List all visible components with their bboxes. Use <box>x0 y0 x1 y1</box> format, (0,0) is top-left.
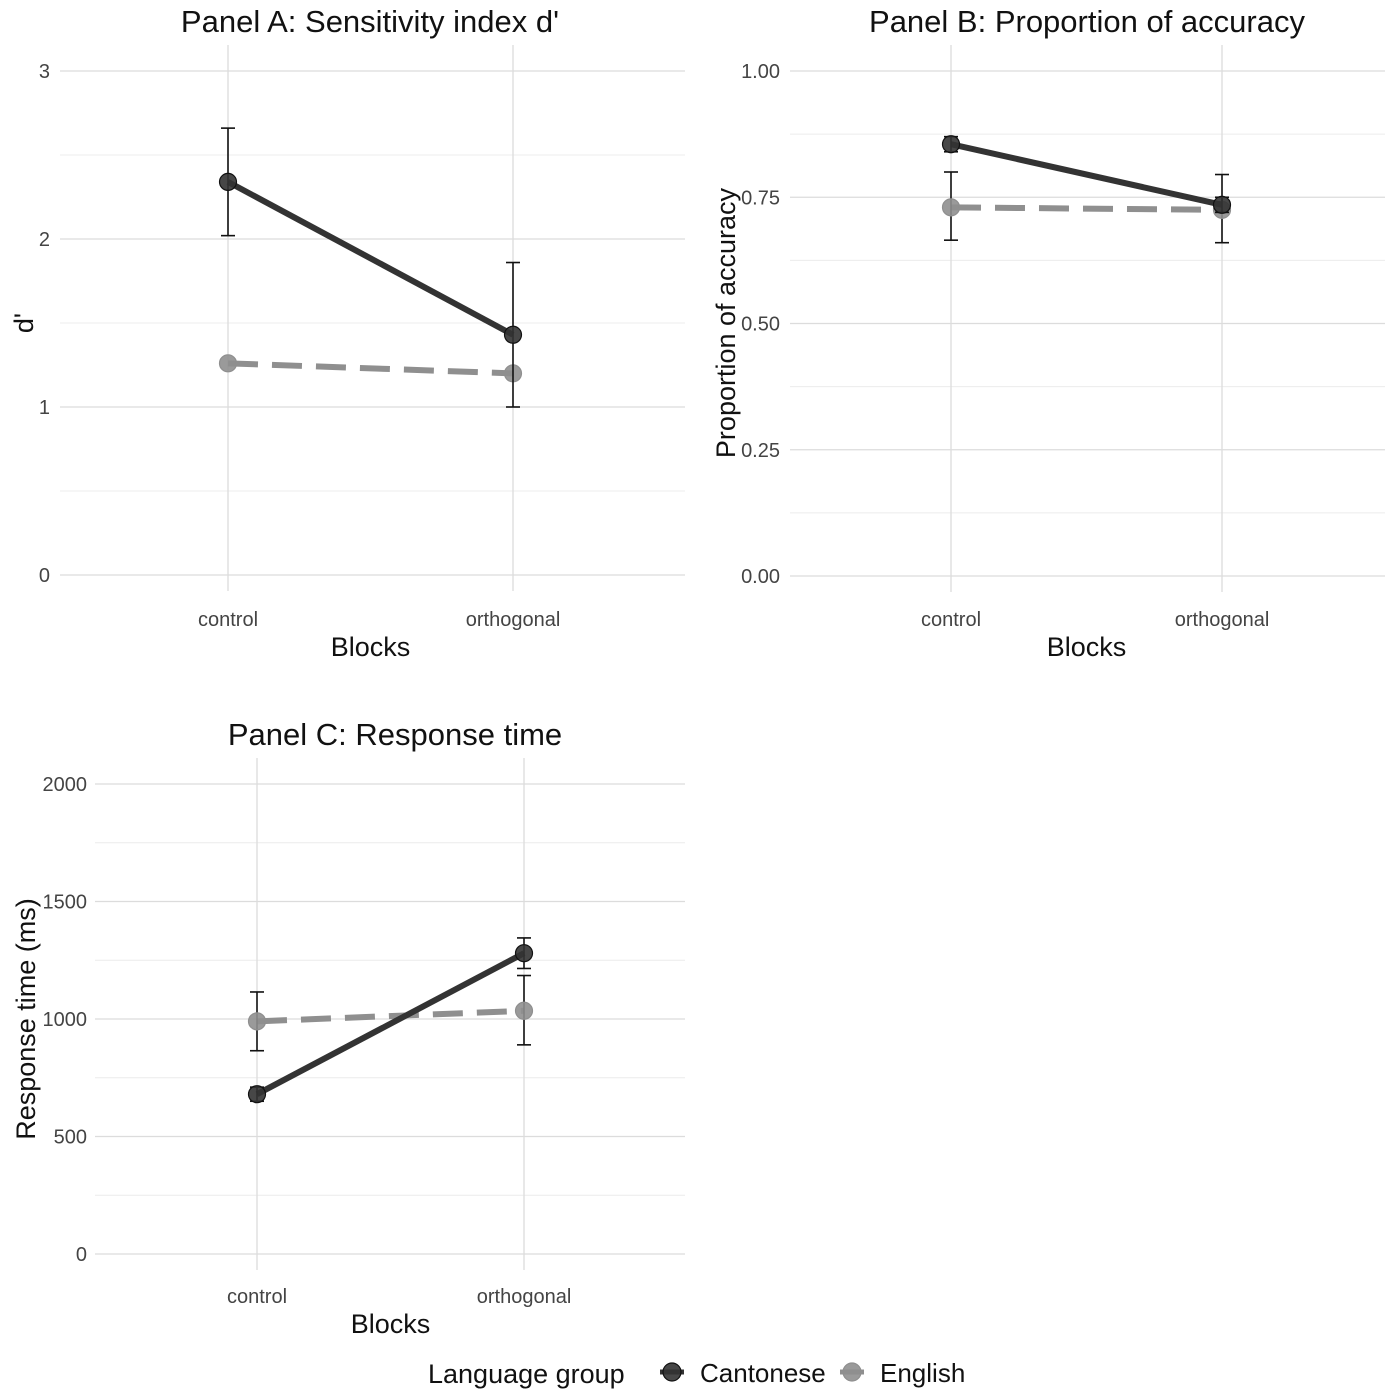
series-line-cantonese <box>255 950 526 1097</box>
data-point-cantonese <box>941 135 961 154</box>
panel-title: Panel A: Sensitivity index d' <box>181 4 559 39</box>
legend: Language group Cantonese English <box>428 1358 965 1389</box>
x-axis-label: Blocks <box>351 1309 431 1339</box>
y-axis-label: Proportion of accuracy <box>711 187 741 458</box>
legend-item-label: Cantonese <box>700 1358 826 1388</box>
series-english <box>247 974 534 1052</box>
series-line-english <box>227 360 514 377</box>
x-axis-label: Blocks <box>1047 632 1127 662</box>
y-tick-label: 0 <box>76 1244 87 1266</box>
y-tick-label: 0.50 <box>741 314 780 336</box>
y-tick-label: 1 <box>39 397 50 419</box>
panel-title: Panel C: Response time <box>228 717 562 752</box>
y-tick-label: 2 <box>39 229 50 251</box>
panel-title: Panel B: Proportion of accuracy <box>869 4 1305 39</box>
series-cantonese <box>941 135 1232 214</box>
series-cantonese <box>218 127 523 408</box>
x-tick-label: control <box>227 1286 287 1308</box>
legend-item-english: English <box>840 1358 965 1388</box>
y-axis-label: d' <box>9 313 39 333</box>
series-line-english <box>256 1007 525 1025</box>
data-point-cantonese <box>514 944 534 963</box>
data-point-english <box>514 1001 534 1020</box>
data-point-cantonese <box>218 172 238 191</box>
data-point-english <box>218 354 238 373</box>
legend-key-point <box>842 1362 862 1382</box>
series-cantonese <box>247 937 534 1104</box>
legend-items: Cantonese English <box>660 1358 965 1388</box>
series-line-cantonese <box>950 141 1223 208</box>
series-line-cantonese <box>226 179 515 338</box>
data-point-cantonese <box>1212 195 1232 214</box>
panels-group: 0 1 2 3 control orthogonal Panel A: Sensitivit… <box>9 4 1385 1339</box>
y-tick-label: 1.00 <box>741 61 780 83</box>
y-tick-label: 0.75 <box>741 187 780 209</box>
data-point-cantonese <box>247 1085 267 1104</box>
x-axis-label: Blocks <box>331 632 411 662</box>
x-tick-label: orthogonal <box>466 609 561 631</box>
data-point-english <box>247 1012 267 1031</box>
y-tick-label: 0.25 <box>741 440 780 462</box>
legend-item-cantonese: Cantonese <box>660 1358 826 1388</box>
y-tick-label: 500 <box>54 1127 87 1149</box>
y-tick-label: 0.00 <box>741 566 780 588</box>
x-tick-label: orthogonal <box>477 1286 572 1308</box>
y-tick-label: 1500 <box>43 892 88 914</box>
x-tick-label: control <box>198 609 258 631</box>
x-tick-label: orthogonal <box>1175 609 1270 631</box>
x-tick-label: control <box>921 609 981 631</box>
legend-title: Language group <box>428 1359 625 1389</box>
legend-item-label: English <box>880 1358 965 1388</box>
series-english <box>218 354 523 383</box>
panel-b: 0.00 0.25 0.50 0.75 1.00 control orthogonal Pan… <box>711 4 1385 662</box>
series-english <box>941 171 1232 244</box>
data-point-english <box>941 198 961 217</box>
panel-a: 0 1 2 3 control orthogonal Panel A: Sensitivit… <box>9 4 685 662</box>
panel-c: 0 500 1000 1500 2000 control orthogonal Panel C… <box>11 717 685 1339</box>
y-tick-label: 3 <box>39 61 50 83</box>
series-line-english <box>950 204 1223 213</box>
y-axis-label: Response time (ms) <box>11 898 41 1140</box>
y-tick-label: 0 <box>39 565 50 587</box>
y-tick-label: 1000 <box>43 1009 88 1031</box>
legend-key-point <box>662 1362 682 1382</box>
data-point-cantonese <box>503 325 523 344</box>
y-tick-label: 2000 <box>43 774 88 796</box>
